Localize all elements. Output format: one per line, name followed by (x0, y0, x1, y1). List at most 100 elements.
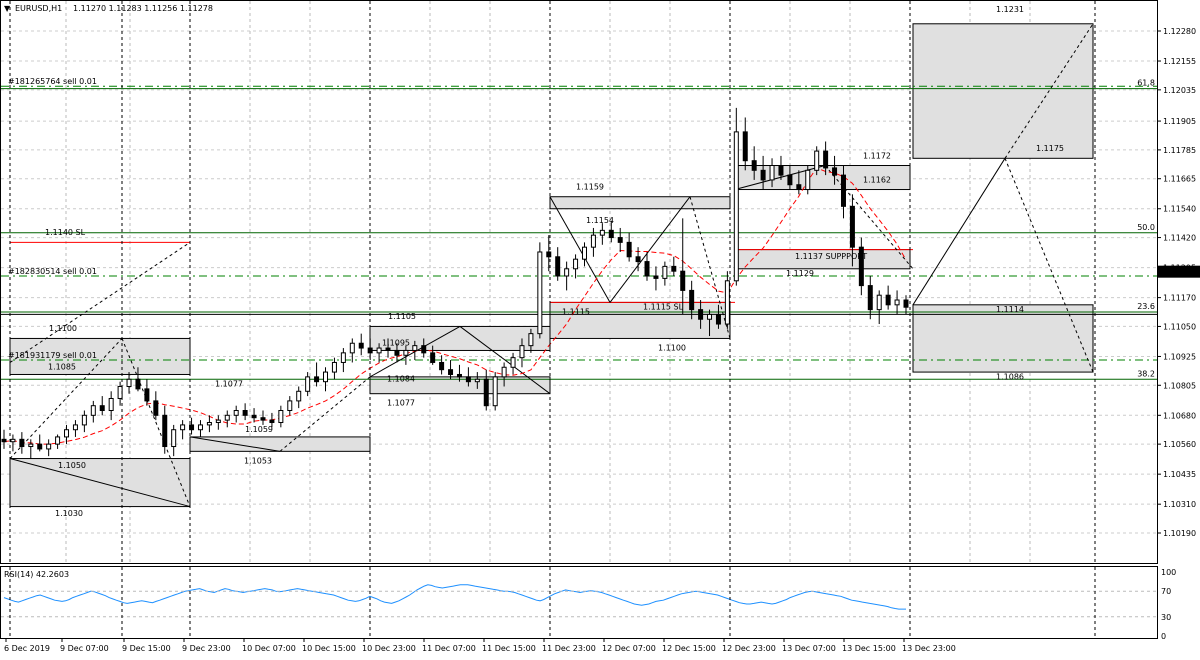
trend-line[interactable] (1004, 23, 1094, 159)
price-annotation: 1.1095 (382, 339, 410, 348)
time-tick-label: 10 Dec 07:00 (242, 644, 296, 653)
candle-body (81, 414, 87, 426)
candle-body (608, 229, 614, 239)
axes: 1.12280 1.12155 1.12035 1.11905 1.11785 1.116… (4, 27, 1200, 653)
rsi-indicator (1, 584, 1157, 618)
candle-body (555, 256, 561, 277)
candlesticks (1, 107, 909, 459)
candle-body (590, 234, 596, 248)
candle-body (581, 246, 587, 260)
candle-body (197, 424, 203, 431)
trend-line[interactable] (549, 196, 611, 303)
candle-body (233, 410, 239, 416)
candle-body (144, 388, 150, 402)
candle-body (635, 256, 641, 263)
price-annotation: 1.1154 (586, 216, 614, 225)
candle-body (617, 237, 623, 243)
symbol-menu-icon[interactable]: ▼ (4, 4, 11, 13)
time-tick-label: 12 Dec 15:00 (662, 644, 716, 653)
candle-body (162, 414, 168, 448)
trend-line[interactable] (1004, 158, 1094, 373)
candle-body (644, 261, 650, 277)
candle-body (135, 378, 141, 390)
candle-body (483, 378, 489, 407)
candle-body (546, 251, 552, 258)
time-tick-label: 9 Dec 23:00 (182, 644, 231, 653)
candle-body (724, 280, 730, 325)
time-tick-label: 13 Dec 07:00 (782, 644, 836, 653)
trend-line[interactable] (609, 196, 691, 303)
price-annotation: 1.1085 (48, 363, 76, 372)
candle-body (528, 333, 534, 347)
candle-body (715, 313, 721, 325)
trend-line[interactable] (689, 196, 731, 339)
time-tick-label: 10 Dec 15:00 (302, 644, 356, 653)
rsi-panel-frame (0, 566, 1158, 639)
price-annotation: 1.1100 (658, 343, 686, 352)
price-annotation: 1.1077 (387, 399, 415, 408)
candle-body (778, 165, 784, 176)
zone-box-1059 (189, 436, 371, 452)
trend-line[interactable] (912, 158, 1006, 306)
price-tick-label: 1.12155 (1163, 57, 1196, 66)
rsi-tick-label: 0 (1161, 632, 1166, 641)
candle-body (376, 347, 382, 354)
trend-line[interactable] (9, 241, 191, 363)
price-annotation: 1.1231 (996, 5, 1024, 14)
price-annotation: 1.1030 (55, 509, 83, 518)
trend-line[interactable] (824, 165, 914, 270)
candle-body (349, 342, 355, 354)
zone-box-1231 (912, 23, 1094, 159)
current-price-badge (1158, 265, 1200, 278)
candle-body (242, 410, 248, 416)
rsi-tick-label: 30 (1161, 613, 1171, 622)
trend-line[interactable] (459, 326, 551, 395)
candle-body (251, 414, 257, 419)
candle-body (72, 424, 78, 431)
candle-body (671, 265, 677, 272)
price-tick-label: 1.12280 (1163, 27, 1196, 36)
candle-body (465, 376, 471, 383)
candle-body (599, 229, 605, 236)
price-annotation: 1.1115 (562, 307, 590, 316)
trend-line[interactable] (9, 458, 191, 508)
time-tick-label: 6 Dec 2019 (4, 644, 50, 653)
rsi-line (3, 584, 906, 610)
trend-line[interactable] (734, 165, 826, 191)
price-tick-label: 1.10560 (1163, 440, 1196, 449)
trend-line[interactable] (121, 338, 191, 507)
candle-body (876, 294, 882, 311)
candle-body (796, 184, 802, 191)
time-tick-label: 13 Dec 15:00 (842, 644, 896, 653)
price-tick-label: 1.11665 (1163, 175, 1196, 184)
time-tick-label: 11 Dec 15:00 (482, 644, 536, 653)
order-line-label: #181931179 sell 0.01 (8, 351, 97, 360)
candle-body (751, 160, 757, 171)
candle-body (10, 438, 16, 443)
price-annotation: 1.1059 (245, 425, 273, 434)
rsi-label: RSI(14) 42.2603 (4, 570, 69, 579)
candle-body (769, 165, 775, 181)
candle-body (108, 397, 114, 412)
trend-line[interactable] (189, 436, 281, 452)
price-labels: 1.1140 SL 1.1137 SUPPPORT 1.1115 SL 1.1231 1… (45, 5, 1064, 518)
candle-body (331, 361, 337, 373)
price-annotation: 1.1084 (387, 375, 415, 384)
time-tick-label: 11 Dec 07:00 (422, 644, 476, 653)
price-annotation: 1.1129 (786, 269, 814, 278)
price-tick-label: 1.10310 (1163, 500, 1196, 509)
candle-body (885, 294, 891, 306)
candle-body (126, 378, 132, 387)
price-annotation: 1.1175 (1036, 144, 1064, 153)
price-tick-label: 1.10190 (1163, 529, 1196, 538)
order-line-label: #181265764 sell 0.01 (8, 77, 97, 86)
candle-body (456, 373, 462, 378)
trend-line[interactable] (279, 376, 371, 452)
price-annotation: 1.1100 (49, 324, 77, 333)
candle-body (492, 376, 498, 407)
candle-body (474, 378, 480, 383)
candle-body (707, 313, 713, 320)
candle-body (626, 241, 632, 258)
